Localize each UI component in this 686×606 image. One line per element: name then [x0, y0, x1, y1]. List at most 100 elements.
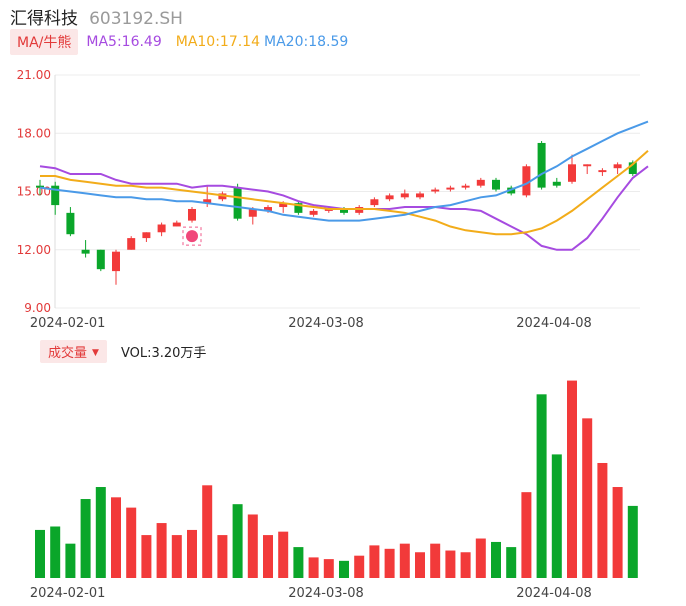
- candle: [142, 232, 151, 242]
- volume-bar: [339, 560, 349, 578]
- date-axis: 2024-02-01 2024-03-08 2024-04-08: [30, 316, 592, 331]
- candle: [233, 183, 242, 221]
- volume-bar: [65, 543, 76, 578]
- candle-body: [431, 189, 440, 192]
- candle-body: [157, 224, 166, 233]
- ma20-label: MA20:18.59: [264, 34, 349, 50]
- ma20-line: [39, 120, 649, 222]
- volume-bar: [293, 547, 304, 578]
- caret-down-icon: ▼: [92, 348, 99, 358]
- candle-body: [568, 164, 576, 182]
- volume-legend: 成交量 ▼ VOL:3.20万手: [40, 339, 207, 363]
- volume-bar: [263, 535, 273, 578]
- candle-body: [66, 212, 75, 235]
- stock-code: 603192.SH: [89, 9, 183, 29]
- volume-bar: [232, 504, 243, 578]
- candle: [522, 164, 531, 198]
- event-marker[interactable]: [182, 226, 202, 246]
- candle-body: [51, 185, 60, 206]
- candle-body: [127, 238, 136, 250]
- volume-bar: [567, 380, 577, 578]
- volume-bar: [278, 531, 289, 578]
- candle-body: [522, 166, 531, 196]
- y-tick-label: 21.00: [17, 68, 51, 82]
- candle: [476, 177, 485, 188]
- volume-bar: [475, 538, 486, 578]
- x-tick-label: 2024-02-01: [30, 586, 106, 601]
- candle: [370, 197, 379, 208]
- volume-bar: [521, 492, 532, 578]
- ma10-label: MA10:17.14: [175, 34, 261, 50]
- y-tick-label: 12.00: [17, 243, 51, 257]
- candle: [583, 164, 592, 175]
- volume-bar: [187, 529, 197, 578]
- ma5-label: MA5:16.49: [86, 34, 162, 50]
- candle-body: [446, 187, 455, 190]
- candle-body: [598, 170, 607, 173]
- candle-body: [172, 222, 181, 227]
- volume-bar: [415, 552, 425, 578]
- candle: [309, 208, 318, 217]
- candle: [51, 181, 60, 215]
- volume-value: VOL:3.20万手: [120, 345, 207, 361]
- candle-body: [279, 203, 288, 208]
- candle-body: [264, 207, 272, 211]
- volume-bar: [111, 497, 121, 578]
- candle: [461, 183, 470, 190]
- candle: [537, 141, 546, 190]
- stock-header: 汇得科技 603192.SH: [10, 4, 183, 29]
- candle-body: [96, 249, 105, 270]
- volume-bar: [156, 523, 167, 578]
- candle: [294, 201, 303, 215]
- candle: [400, 189, 409, 200]
- candle-body: [492, 179, 500, 190]
- candle-body: [309, 210, 318, 215]
- volume-bar: [202, 485, 213, 578]
- volume-bar: [308, 557, 319, 578]
- candle: [112, 249, 120, 285]
- candle-body: [36, 185, 44, 188]
- candle-body: [613, 164, 622, 169]
- candle: [598, 168, 607, 176]
- candle: [446, 185, 455, 192]
- candle: [66, 207, 75, 237]
- candle-body: [552, 181, 561, 186]
- candle-body: [416, 193, 424, 198]
- x-tick-label: 2024-02-01: [30, 316, 106, 331]
- candles-layer: [36, 141, 637, 285]
- candle-body: [385, 195, 394, 200]
- volume-bar: [323, 559, 334, 578]
- candle: [552, 177, 561, 188]
- ma10-line: [40, 149, 649, 236]
- candle-body: [248, 208, 257, 217]
- volume-bars-layer: [35, 380, 638, 578]
- candle: [385, 193, 394, 202]
- candle-body: [233, 187, 242, 219]
- candle-body: [142, 232, 151, 239]
- price-axis: 21.00 18.00 15.00 12.00 9.00: [17, 68, 51, 315]
- x-tick-label: 2024-04-08: [516, 316, 592, 331]
- candle: [96, 249, 105, 272]
- candle: [492, 177, 500, 192]
- volume-bar: [354, 555, 365, 578]
- volume-bar: [95, 487, 106, 578]
- volume-bar: [460, 552, 471, 578]
- candle: [172, 220, 181, 227]
- volume-bar: [491, 541, 501, 578]
- y-tick-label: 15.00: [17, 185, 51, 199]
- volume-bar: [582, 418, 593, 578]
- volume-bar: [369, 545, 380, 578]
- marker-badge-icon: [186, 230, 198, 243]
- ma-indicator-tag[interactable]: MA/牛熊: [10, 29, 79, 55]
- candle-body: [400, 193, 409, 198]
- volume-bar: [506, 547, 517, 578]
- volume-bar: [50, 526, 61, 578]
- candle-body: [340, 208, 348, 213]
- candle: [416, 191, 424, 200]
- volume-bar: [399, 543, 410, 578]
- candle-body: [583, 164, 592, 167]
- volume-indicator-dropdown[interactable]: 成交量 ▼: [40, 339, 107, 363]
- candle-body: [294, 203, 303, 213]
- candle-body: [476, 179, 485, 186]
